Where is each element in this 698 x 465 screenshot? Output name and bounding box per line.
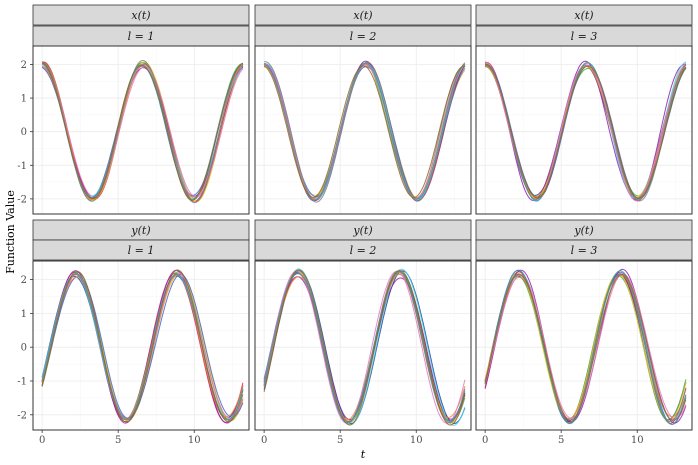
panel-background (32, 45, 250, 215)
x-tick-label: 0 (482, 435, 488, 446)
strip-level-label: l = 2 (350, 30, 377, 43)
strip-level (32, 239, 250, 261)
y-tick-label: 1 (21, 309, 27, 320)
y-tick-label: 1 (21, 94, 27, 105)
function-curve (484, 273, 687, 421)
strip-function (475, 4, 693, 26)
y-tick-label: -2 (17, 194, 27, 205)
strip-level-label: l = 1 (128, 244, 155, 257)
y-axis-title: Function Value (4, 190, 17, 274)
y-tick-label: -1 (17, 161, 27, 172)
strip-level-label: l = 3 (571, 244, 598, 257)
x-tick-label: 0 (39, 435, 45, 446)
strip-function-label: y(t) (130, 224, 150, 237)
function-curve (42, 66, 244, 198)
function-curve (263, 65, 465, 198)
strip-function-label: y(t) (573, 224, 593, 237)
x-tick-label: 10 (410, 435, 423, 446)
y-tick-label: 0 (21, 127, 27, 138)
x-tick-label: 0 (261, 435, 267, 446)
panel-border (254, 260, 472, 431)
x-tick-label: 5 (115, 435, 121, 446)
x-axis-title: t (361, 448, 366, 461)
function-curve (485, 61, 687, 202)
panel-3: x(t) l = 3 (475, 4, 693, 215)
strip-level (475, 239, 693, 261)
panel-background (32, 260, 250, 431)
y-tick-label: 2 (21, 275, 27, 286)
function-curve (484, 273, 687, 420)
function-curve (263, 270, 466, 424)
strip-function-label: x(t) (353, 9, 372, 22)
strip-level-label: l = 2 (350, 244, 377, 257)
strip-function-label: x(t) (574, 9, 593, 22)
panel-border (32, 260, 250, 431)
y-tick-label: 2 (21, 60, 27, 71)
panel-2: x(t) l = 2 (254, 4, 472, 215)
panel-background (475, 45, 693, 215)
function-curve (41, 62, 244, 201)
function-curve (484, 60, 686, 202)
function-curve (263, 269, 466, 426)
strip-level-label: l = 1 (128, 30, 155, 43)
function-curve (263, 268, 466, 426)
strip-function (254, 4, 472, 26)
function-curve (41, 274, 244, 420)
panel-border (32, 45, 250, 215)
strip-level (254, 239, 472, 261)
function-curve (263, 270, 466, 424)
panel-border (475, 260, 693, 431)
panel-6: y(t) l = 3 0 5 10 (475, 219, 693, 446)
y-tick-label: -2 (17, 410, 27, 421)
strip-function-label: x(t) (131, 9, 150, 22)
y-tick-label: 0 (21, 343, 27, 354)
function-curve (263, 62, 466, 202)
strip-function (32, 4, 250, 26)
x-tick-label: 10 (188, 435, 201, 446)
y-tick-label: -1 (17, 376, 27, 387)
strip-level-label: l = 3 (571, 30, 598, 43)
x-tick-label: 5 (558, 435, 564, 446)
x-tick-label: 5 (337, 435, 343, 446)
function-curve (41, 269, 244, 423)
panel-border (254, 45, 472, 215)
strip-function-label: y(t) (352, 224, 372, 237)
x-tick-label: 10 (631, 435, 644, 446)
function-curve (485, 64, 687, 199)
panel-1: x(t) l = 1 2 1 0 -1 -2 (17, 4, 250, 215)
function-curve (484, 273, 687, 421)
function-curve (264, 64, 466, 200)
panel-border (475, 45, 693, 215)
panel-5: y(t) l = 2 0 5 10 (254, 219, 472, 446)
